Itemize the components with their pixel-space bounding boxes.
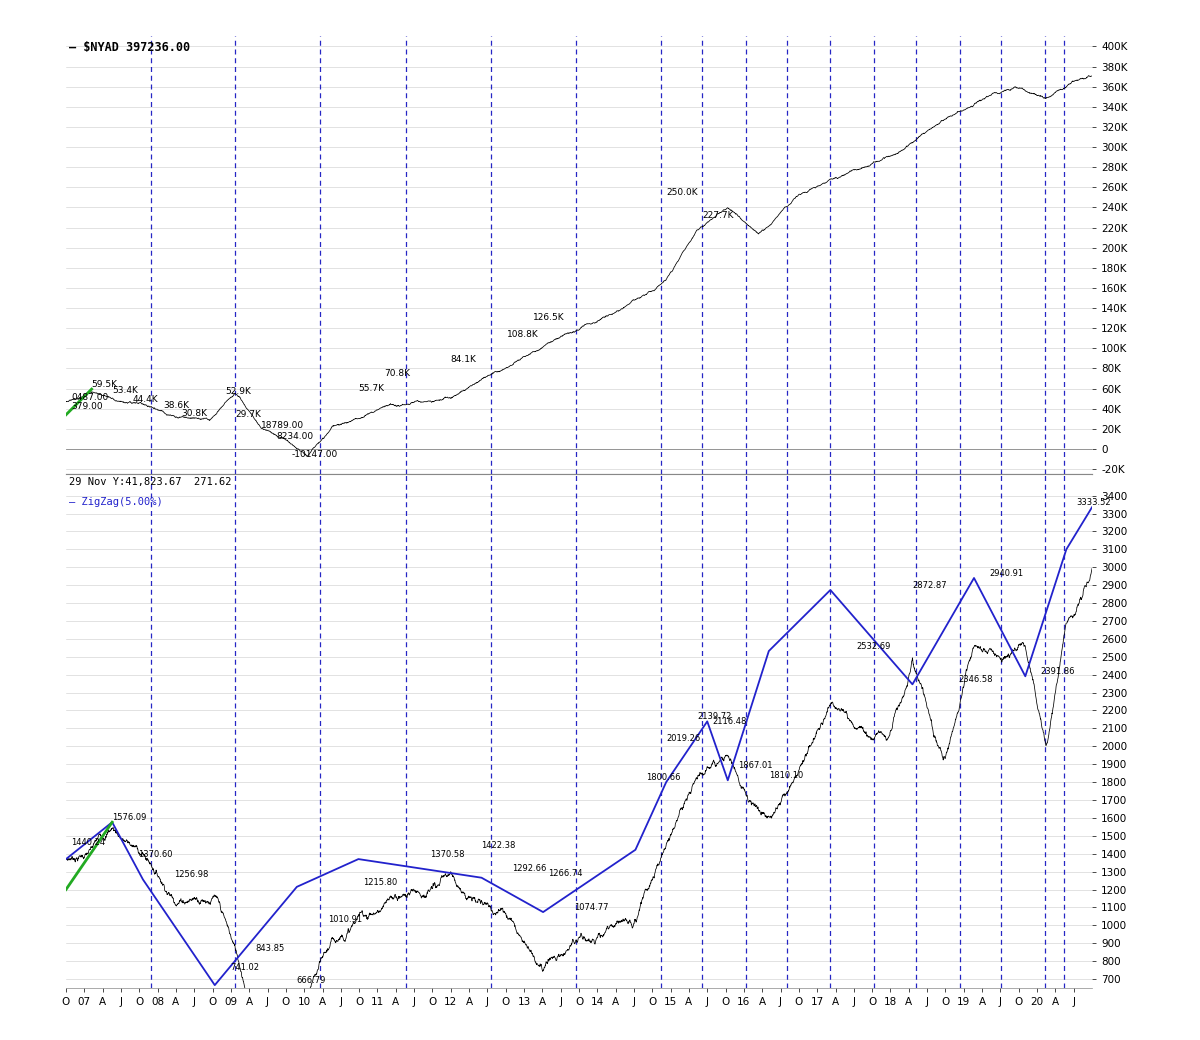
Text: 843.85: 843.85 [256, 944, 286, 954]
Text: -10147.00: -10147.00 [292, 450, 338, 460]
Text: 1010.91: 1010.91 [328, 914, 361, 924]
Text: 1074.77: 1074.77 [574, 903, 608, 912]
Text: 1800.66: 1800.66 [646, 773, 680, 782]
Text: 84.1K: 84.1K [451, 356, 476, 364]
Text: 18789.00: 18789.00 [260, 421, 304, 431]
Text: 741.02: 741.02 [230, 963, 259, 971]
Text: – ZigZag(5.00%): – ZigZag(5.00%) [70, 497, 163, 508]
Text: – $NYAD 397236.00: – $NYAD 397236.00 [70, 41, 191, 54]
Text: 59.5K: 59.5K [91, 380, 118, 389]
Text: 1256.98: 1256.98 [174, 870, 208, 880]
Text: 1370.58: 1370.58 [431, 850, 464, 859]
Text: 2872.87: 2872.87 [912, 581, 947, 590]
Text: 1422.38: 1422.38 [481, 840, 516, 850]
Text: 0487.00: 0487.00 [71, 393, 108, 401]
Text: 2019.26: 2019.26 [666, 734, 701, 743]
Text: 227.7K: 227.7K [702, 211, 733, 219]
Text: 70.8K: 70.8K [384, 369, 410, 378]
Text: 126.5K: 126.5K [533, 313, 564, 321]
Text: 8234.00: 8234.00 [276, 432, 313, 441]
Text: 2391.86: 2391.86 [1040, 668, 1075, 676]
Text: 29.7K: 29.7K [235, 410, 262, 419]
Text: 108.8K: 108.8K [508, 331, 539, 339]
Text: 1292.66: 1292.66 [512, 864, 547, 873]
Text: 666.79: 666.79 [296, 977, 326, 985]
Text: 1867.01: 1867.01 [738, 761, 773, 770]
Text: 44.4K: 44.4K [133, 395, 158, 405]
Text: 38.6K: 38.6K [163, 401, 190, 410]
Text: 53.4K: 53.4K [112, 386, 138, 395]
Text: 2139.72: 2139.72 [697, 712, 731, 722]
Text: 250.0K: 250.0K [666, 188, 698, 198]
Text: 29 Nov Y:41,823.67  271.62: 29 Nov Y:41,823.67 271.62 [70, 476, 232, 487]
Text: 3333.52: 3333.52 [1076, 498, 1111, 508]
Text: 1370.60: 1370.60 [138, 850, 173, 859]
Text: 1266.74: 1266.74 [548, 868, 583, 878]
Text: 379.00: 379.00 [71, 401, 103, 411]
Text: 1576.09: 1576.09 [112, 813, 146, 823]
Text: 2940.91: 2940.91 [989, 569, 1024, 578]
Text: 52.9K: 52.9K [226, 387, 251, 396]
Text: 2116.48: 2116.48 [713, 717, 746, 726]
Text: 1215.80: 1215.80 [364, 878, 397, 887]
Text: 2346.58: 2346.58 [959, 675, 994, 684]
Text: 1810.10: 1810.10 [769, 772, 803, 780]
Text: 30.8K: 30.8K [181, 409, 206, 418]
Text: 2532.69: 2532.69 [856, 642, 890, 651]
Text: 1440.24: 1440.24 [71, 837, 106, 847]
Text: 55.7K: 55.7K [359, 384, 384, 393]
